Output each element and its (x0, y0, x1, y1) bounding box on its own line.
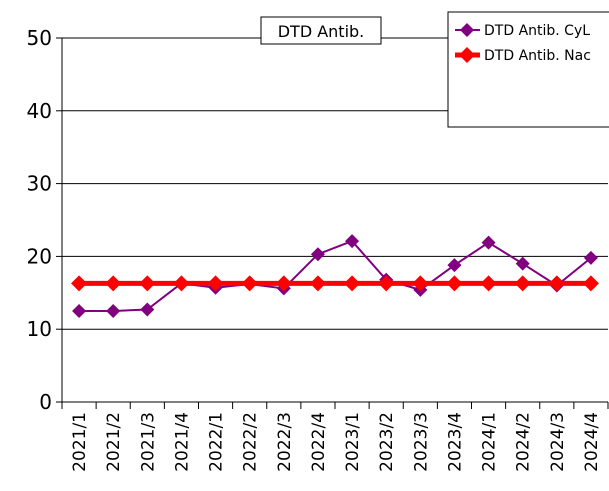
x-tick-label-2021-1: 2021/1 (70, 412, 90, 472)
point-nac-2021-1 (71, 275, 88, 292)
point-cyl-2023-4 (447, 258, 462, 273)
x-tick-label-2023-3: 2023/3 (411, 412, 431, 472)
point-nac-2021-4 (173, 275, 190, 292)
chart-title: DTD Antib. (278, 22, 365, 41)
y-tick-label-50: 50 (27, 26, 52, 50)
legend-label-1: DTD Antib. Nac (484, 48, 591, 64)
point-cyl-2024-1 (481, 235, 496, 250)
x-tick-label-2023-2: 2023/2 (377, 412, 397, 472)
point-nac-2021-3 (139, 275, 156, 292)
y-tick-label-20: 20 (27, 244, 52, 268)
point-nac-2023-2 (378, 275, 395, 292)
point-nac-2023-3 (412, 275, 429, 292)
point-nac-2024-3 (548, 275, 565, 292)
chart-title-box: DTD Antib. (260, 16, 382, 45)
x-tick-label-2024-2: 2024/2 (514, 412, 534, 472)
point-nac-2022-3 (275, 275, 292, 292)
point-nac-2024-2 (514, 275, 531, 292)
y-tick-label-0: 0 (39, 390, 52, 414)
point-nac-2022-1 (207, 275, 224, 292)
legend-label-0: DTD Antib. CyL (484, 23, 590, 39)
x-tick-label-2024-4: 2024/4 (582, 412, 602, 472)
legend: DTD Antib. CyL DTD Antib. Nac (447, 11, 609, 128)
x-tick-label-2022-2: 2022/2 (241, 412, 261, 472)
x-tick-label-2023-1: 2023/1 (343, 412, 363, 472)
axes (56, 37, 609, 409)
series-line-cyl (79, 239, 592, 312)
x-tick-label-2023-4: 2023/4 (445, 412, 465, 472)
x-tick-label-2024-3: 2024/3 (548, 412, 568, 472)
point-cyl-2021-3 (140, 302, 155, 317)
point-nac-2021-2 (105, 275, 122, 292)
x-tick-labels: 2021/1 2021/2 2021/3 2021/4 2022/1 2022/2 2022… (70, 412, 602, 472)
legend-marker-0 (460, 23, 474, 37)
x-tick-label-2024-1: 2024/1 (480, 412, 500, 472)
point-cyl-2024-2 (515, 256, 530, 271)
point-cyl-2022-4 (310, 247, 325, 262)
point-nac-2024-1 (480, 275, 497, 292)
y-tick-labels: 0 10 20 30 40 50 (27, 26, 52, 414)
y-tick-label-40: 40 (27, 99, 52, 123)
point-cyl-2021-2 (106, 304, 121, 318)
legend-marker-1 (459, 47, 475, 63)
x-tick-label-2021-4: 2021/4 (172, 412, 192, 472)
point-nac-2022-4 (309, 275, 326, 292)
y-tick-label-30: 30 (27, 172, 52, 196)
point-cyl-2021-1 (72, 304, 87, 318)
series-layer (71, 234, 599, 318)
point-nac-2023-4 (446, 275, 463, 292)
x-tick-label-2021-3: 2021/3 (138, 412, 158, 472)
point-nac-2022-2 (241, 275, 258, 292)
x-tick-label-2021-2: 2021/2 (104, 412, 124, 472)
x-tick-label-2022-3: 2022/3 (275, 412, 295, 472)
x-tick-label-2022-4: 2022/4 (309, 412, 329, 472)
point-cyl-2023-1 (345, 234, 360, 249)
x-tick-label-2022-1: 2022/1 (207, 412, 227, 472)
point-nac-2023-1 (344, 275, 361, 292)
point-nac-2024-4 (582, 275, 599, 292)
y-tick-label-10: 10 (27, 317, 52, 341)
point-cyl-2024-4 (583, 250, 598, 265)
